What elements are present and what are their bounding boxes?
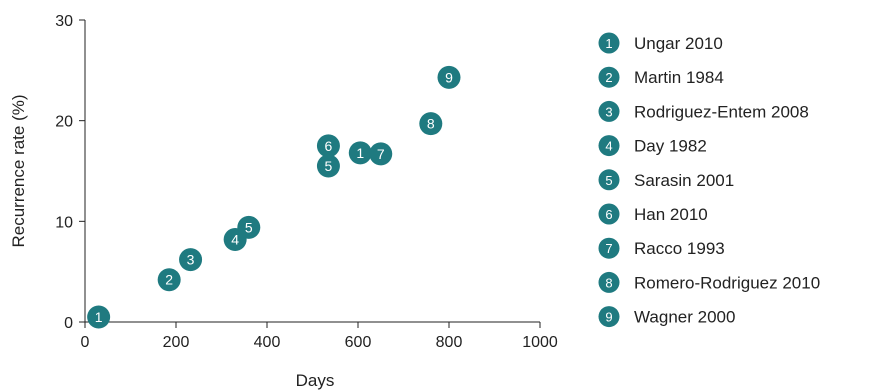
point-label: 5 [325,158,333,174]
point-marker [316,154,340,178]
legend-label: Martin 1984 [634,68,724,87]
point-label: 7 [377,146,385,162]
legend-item: 5 Sarasin 2001 [598,169,734,191]
legend-marker [598,135,620,157]
data-point: 5 [316,154,340,178]
point-marker [179,248,203,272]
legend-number: 4 [605,139,612,154]
point-label: 6 [325,138,333,154]
legend-marker [598,237,620,259]
legend-label: Day 1982 [634,137,707,156]
legend-marker [598,306,620,328]
legend-marker [598,32,620,54]
point-label: 8 [427,116,435,132]
point-marker [237,215,261,239]
legend-number: 1 [605,36,612,51]
data-point: 7 [369,142,393,166]
x-tick-label: 1000 [522,334,558,351]
legend-number: 2 [605,70,612,85]
legend-marker [598,66,620,88]
point-label: 3 [187,252,195,268]
legend-item: 6 Han 2010 [598,203,708,225]
legend-number: 8 [605,275,612,290]
point-marker [437,65,461,89]
y-tick-label: 20 [55,114,73,131]
point-label: 1 [95,309,103,325]
legend-item: 4 Day 1982 [598,135,707,157]
point-label: 5 [245,219,253,235]
x-axis-label: Days [296,371,335,390]
y-axis-label: Recurrence rate (%) [9,94,28,247]
data-point: 2 [157,268,181,292]
axes: 0 200 400 600 800 1000 0 10 20 30 [55,13,558,351]
x-tick-label: 800 [436,334,463,351]
legend-item: 2 Martin 1984 [598,66,724,88]
legend-item: 9 Wagner 2000 [598,306,735,328]
data-point: 3 [179,248,203,272]
data-point: 1 [87,305,111,329]
legend-label: Sarasin 2001 [634,171,734,190]
legend-number: 3 [605,104,612,119]
x-tick-label: 0 [81,334,90,351]
legend-marker [598,169,620,191]
point-marker [419,112,443,136]
point-label: 9 [445,69,453,85]
legend-number: 7 [605,241,612,256]
legend-number: 9 [605,310,612,325]
legend-item: 8 Romero-Rodriguez 2010 [598,271,820,293]
data-point: 9 [437,65,461,89]
point-label: 2 [165,272,173,288]
point-label: 1 [356,145,364,161]
legend-item: 3 Rodriguez-Entem 2008 [598,100,809,122]
legend-label: Ungar 2010 [634,34,723,53]
legend-number: 5 [605,173,612,188]
point-marker [316,134,340,158]
legend-number: 6 [605,207,612,222]
legend-label: Han 2010 [634,205,708,224]
legend-item: 1 Ungar 2010 [598,32,723,54]
point-marker [348,141,372,165]
x-tick-label: 400 [254,334,281,351]
legend-item: 7 Racco 1993 [598,237,725,259]
legend-label: Rodriguez-Entem 2008 [634,102,809,121]
y-tick-label: 30 [55,13,73,30]
legend: 1 Ungar 2010 2 Martin 1984 3 Rodriguez-Entem … [598,32,820,328]
y-tick-label: 0 [64,315,73,332]
point-marker [157,268,181,292]
data-point: 1 [348,141,372,165]
legend-marker [598,203,620,225]
data-point: 5 [237,215,261,239]
x-tick-label: 600 [345,334,372,351]
point-marker [369,142,393,166]
x-tick-label: 200 [163,334,190,351]
legend-marker [598,271,620,293]
data-point: 8 [419,112,443,136]
data-point: 6 [316,134,340,158]
legend-label: Racco 1993 [634,239,725,258]
legend-label: Romero-Rodriguez 2010 [634,273,820,292]
legend-label: Wagner 2000 [634,308,735,327]
point-label: 4 [231,231,239,247]
y-tick-label: 10 [55,214,73,231]
point-marker [87,305,111,329]
legend-marker [598,100,620,122]
